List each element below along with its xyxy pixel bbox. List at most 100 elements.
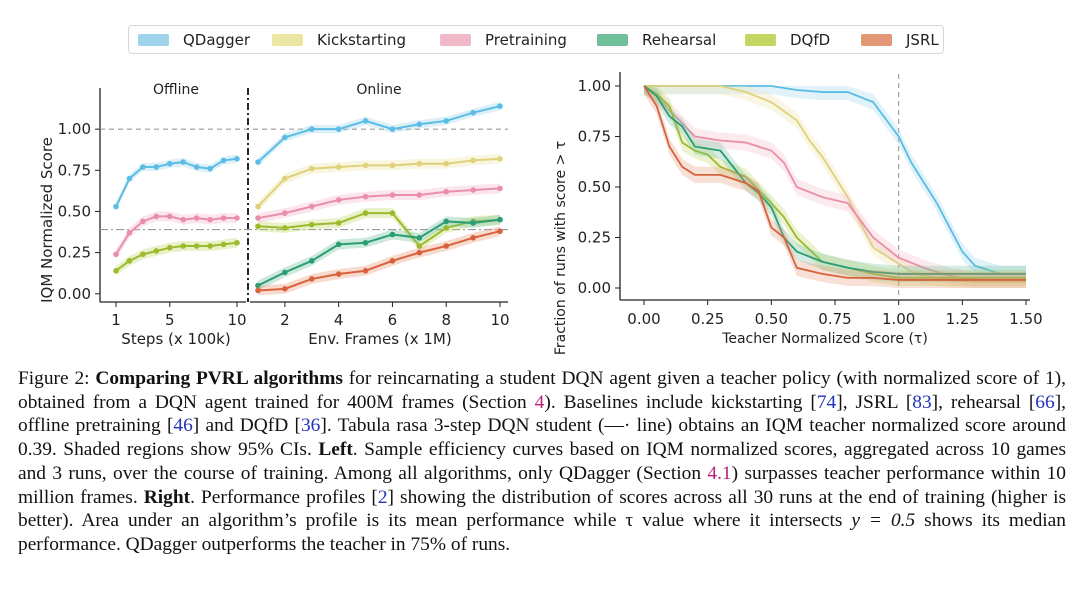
legend-swatch-kickstarting [272, 33, 303, 46]
citation-link[interactable]: 36 [300, 415, 321, 437]
online-xlabel: Env. Frames (x 1M) [308, 330, 451, 348]
online-point-kickstarting [497, 155, 503, 162]
online-point-pretraining [308, 203, 315, 210]
profile-band-qdagger [644, 86, 1026, 282]
legend-item-kickstarting: Kickstarting [272, 26, 406, 53]
caption-text: shows its median performance. QDagger ou… [18, 510, 1066, 555]
right-chart: Fraction of runs with score > τ 0.00 0.25… [553, 72, 1043, 355]
offline-point-dqfd [234, 239, 240, 246]
online-point-dqfd [389, 210, 396, 216]
left-ylabel: IQM Normalized Score [38, 137, 56, 303]
offline-xtick-label: 10 [227, 311, 246, 329]
citation-link[interactable]: 74 [816, 391, 837, 413]
online-title: Online [356, 82, 401, 98]
legend-swatch-pretraining [440, 33, 471, 46]
legend-label: Kickstarting [317, 30, 407, 49]
left-ytick-label: 0.50 [58, 202, 91, 220]
profile-series-pretraining [643, 85, 1026, 281]
caption-text: ]. Tabula rasa 3-step DQN student (—· li… [18, 415, 1066, 461]
online-point-kickstarting [308, 165, 315, 172]
right-xtick-label: 1.00 [882, 310, 915, 328]
online-point-pretraining [416, 192, 423, 198]
offline-point-dqfd [153, 248, 160, 254]
online-point-qdagger [470, 109, 476, 116]
caption-text: ] and DQfD [ [192, 415, 301, 437]
legend-swatch-jsrl [861, 33, 892, 46]
legend-label: QDagger [183, 30, 250, 49]
online-point-pretraining [497, 185, 503, 192]
right-xtick-label: 0.25 [691, 310, 724, 328]
online-point-qdagger [282, 134, 288, 141]
online-band-dqfd [258, 208, 500, 251]
online-xtick-label: 8 [441, 311, 451, 329]
offline-point-dqfd [140, 251, 146, 258]
left-ytick-label: 0.25 [58, 244, 91, 262]
online-series-rehearsal [257, 218, 501, 287]
online-point-pretraining [282, 210, 288, 216]
citation-link[interactable]: 83 [912, 391, 932, 413]
online-point-rehearsal [308, 258, 315, 264]
caption-text: for reincarnating a student DQN agent gi… [18, 368, 1066, 413]
online-point-rehearsal [389, 231, 396, 238]
online-point-rehearsal [443, 218, 450, 225]
citation-link[interactable]: 66 [1035, 391, 1055, 413]
caption-left-label: Left [318, 439, 353, 461]
online-point-qdagger [416, 121, 423, 128]
offline-title: Offline [153, 82, 199, 98]
offline-point-qdagger [193, 164, 200, 170]
offline-band-dqfd [116, 237, 237, 276]
offline-point-dqfd [220, 241, 227, 248]
profile-series-qdagger [644, 85, 1026, 275]
online-point-dqfd [362, 210, 369, 216]
offline-band-pretraining [116, 211, 237, 260]
right-ytick-label: 0.50 [578, 178, 611, 196]
right-ytick-label: 0.25 [578, 229, 611, 247]
offline-point-dqfd [126, 258, 133, 264]
right-xtick-label: 0.00 [627, 310, 660, 328]
left-chart: IQM Normalized Score 0.00 0.25 0.50 0.75 1.0… [38, 82, 510, 348]
citation-link[interactable]: 46 [173, 415, 193, 437]
offline-point-qdagger [166, 160, 173, 167]
offline-point-pretraining [220, 215, 227, 221]
online-point-jsrl [335, 271, 342, 277]
caption-text: ], offline pretraining [ [18, 391, 1066, 437]
online-point-qdagger [443, 118, 450, 124]
legend-label: DQfD [790, 30, 831, 49]
legend-item-rehearsal: Rehearsal [597, 26, 716, 53]
online-point-pretraining [389, 192, 396, 198]
online-point-kickstarting [416, 160, 423, 167]
online-xtick-label: 10 [490, 311, 509, 329]
offline-point-dqfd [113, 267, 119, 274]
online-xtick-label: 4 [334, 311, 344, 329]
offline-series-dqfd [115, 241, 238, 272]
caption-equation: y = 0.5 [851, 510, 916, 532]
left-ytick-label: 1.00 [58, 120, 91, 138]
legend-label: Pretraining [485, 30, 567, 49]
profile-series-jsrl [643, 85, 1026, 281]
online-point-jsrl [282, 286, 288, 292]
online-point-dqfd [335, 220, 342, 226]
online-point-kickstarting [335, 164, 342, 170]
online-point-qdagger [255, 159, 261, 165]
online-series-kickstarting [257, 157, 501, 208]
section-link[interactable]: 4 [534, 391, 545, 413]
figure-caption: Figure 2: Comparing PVRL algorithms for … [18, 367, 1066, 557]
offline-point-pretraining [166, 213, 173, 220]
offline-xlabel: Steps (x 100k) [121, 330, 230, 348]
offline-point-pretraining [153, 213, 160, 220]
caption-text: ] showing the distribution of scores acr… [18, 486, 1067, 532]
online-point-pretraining [470, 187, 476, 193]
offline-point-qdagger [126, 175, 133, 182]
offline-xtick-label: 1 [111, 311, 121, 329]
section-link[interactable]: 4.1 [707, 462, 732, 484]
right-xlabel: Teacher Normalized Score (τ) [721, 331, 928, 347]
online-point-dqfd [443, 225, 450, 231]
offline-point-qdagger [153, 164, 160, 170]
offline-point-pretraining [193, 215, 200, 221]
left-ytick-label: 0.00 [58, 285, 91, 303]
offline-point-qdagger [234, 155, 240, 162]
online-point-dqfd [416, 243, 423, 249]
online-point-rehearsal [497, 216, 503, 223]
citation-link[interactable]: 2 [377, 486, 388, 508]
online-point-jsrl [362, 267, 369, 274]
